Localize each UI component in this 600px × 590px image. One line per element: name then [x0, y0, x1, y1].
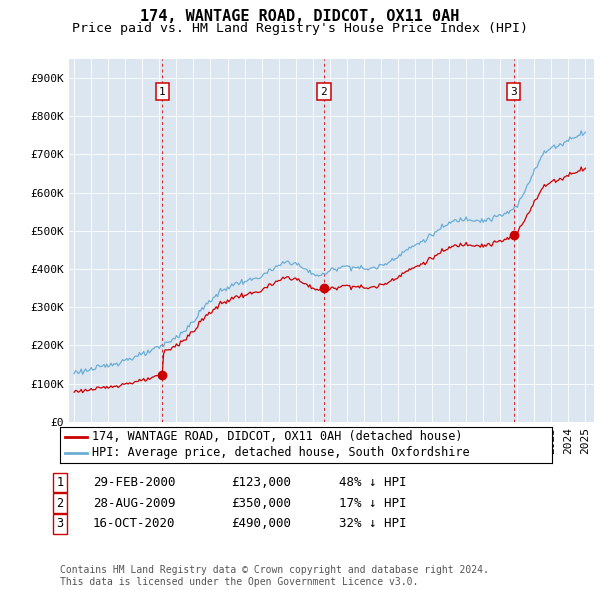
Text: 28-AUG-2009: 28-AUG-2009: [93, 497, 176, 510]
Text: Contains HM Land Registry data © Crown copyright and database right 2024.
This d: Contains HM Land Registry data © Crown c…: [60, 565, 489, 587]
Text: 1: 1: [159, 87, 166, 97]
Text: 48% ↓ HPI: 48% ↓ HPI: [339, 476, 407, 489]
Text: 3: 3: [511, 87, 517, 97]
Text: 174, WANTAGE ROAD, DIDCOT, OX11 0AH: 174, WANTAGE ROAD, DIDCOT, OX11 0AH: [140, 9, 460, 24]
Text: £490,000: £490,000: [231, 517, 291, 530]
Text: Price paid vs. HM Land Registry's House Price Index (HPI): Price paid vs. HM Land Registry's House …: [72, 22, 528, 35]
Text: 174, WANTAGE ROAD, DIDCOT, OX11 0AH (detached house): 174, WANTAGE ROAD, DIDCOT, OX11 0AH (det…: [92, 430, 463, 443]
Text: 2: 2: [320, 87, 328, 97]
Text: £123,000: £123,000: [231, 476, 291, 489]
Text: 29-FEB-2000: 29-FEB-2000: [93, 476, 176, 489]
Text: HPI: Average price, detached house, South Oxfordshire: HPI: Average price, detached house, Sout…: [92, 447, 470, 460]
Text: 1: 1: [56, 476, 64, 489]
Text: 32% ↓ HPI: 32% ↓ HPI: [339, 517, 407, 530]
Text: 3: 3: [56, 517, 64, 530]
Text: 2: 2: [56, 497, 64, 510]
Text: £350,000: £350,000: [231, 497, 291, 510]
Text: 16-OCT-2020: 16-OCT-2020: [93, 517, 176, 530]
Text: 17% ↓ HPI: 17% ↓ HPI: [339, 497, 407, 510]
